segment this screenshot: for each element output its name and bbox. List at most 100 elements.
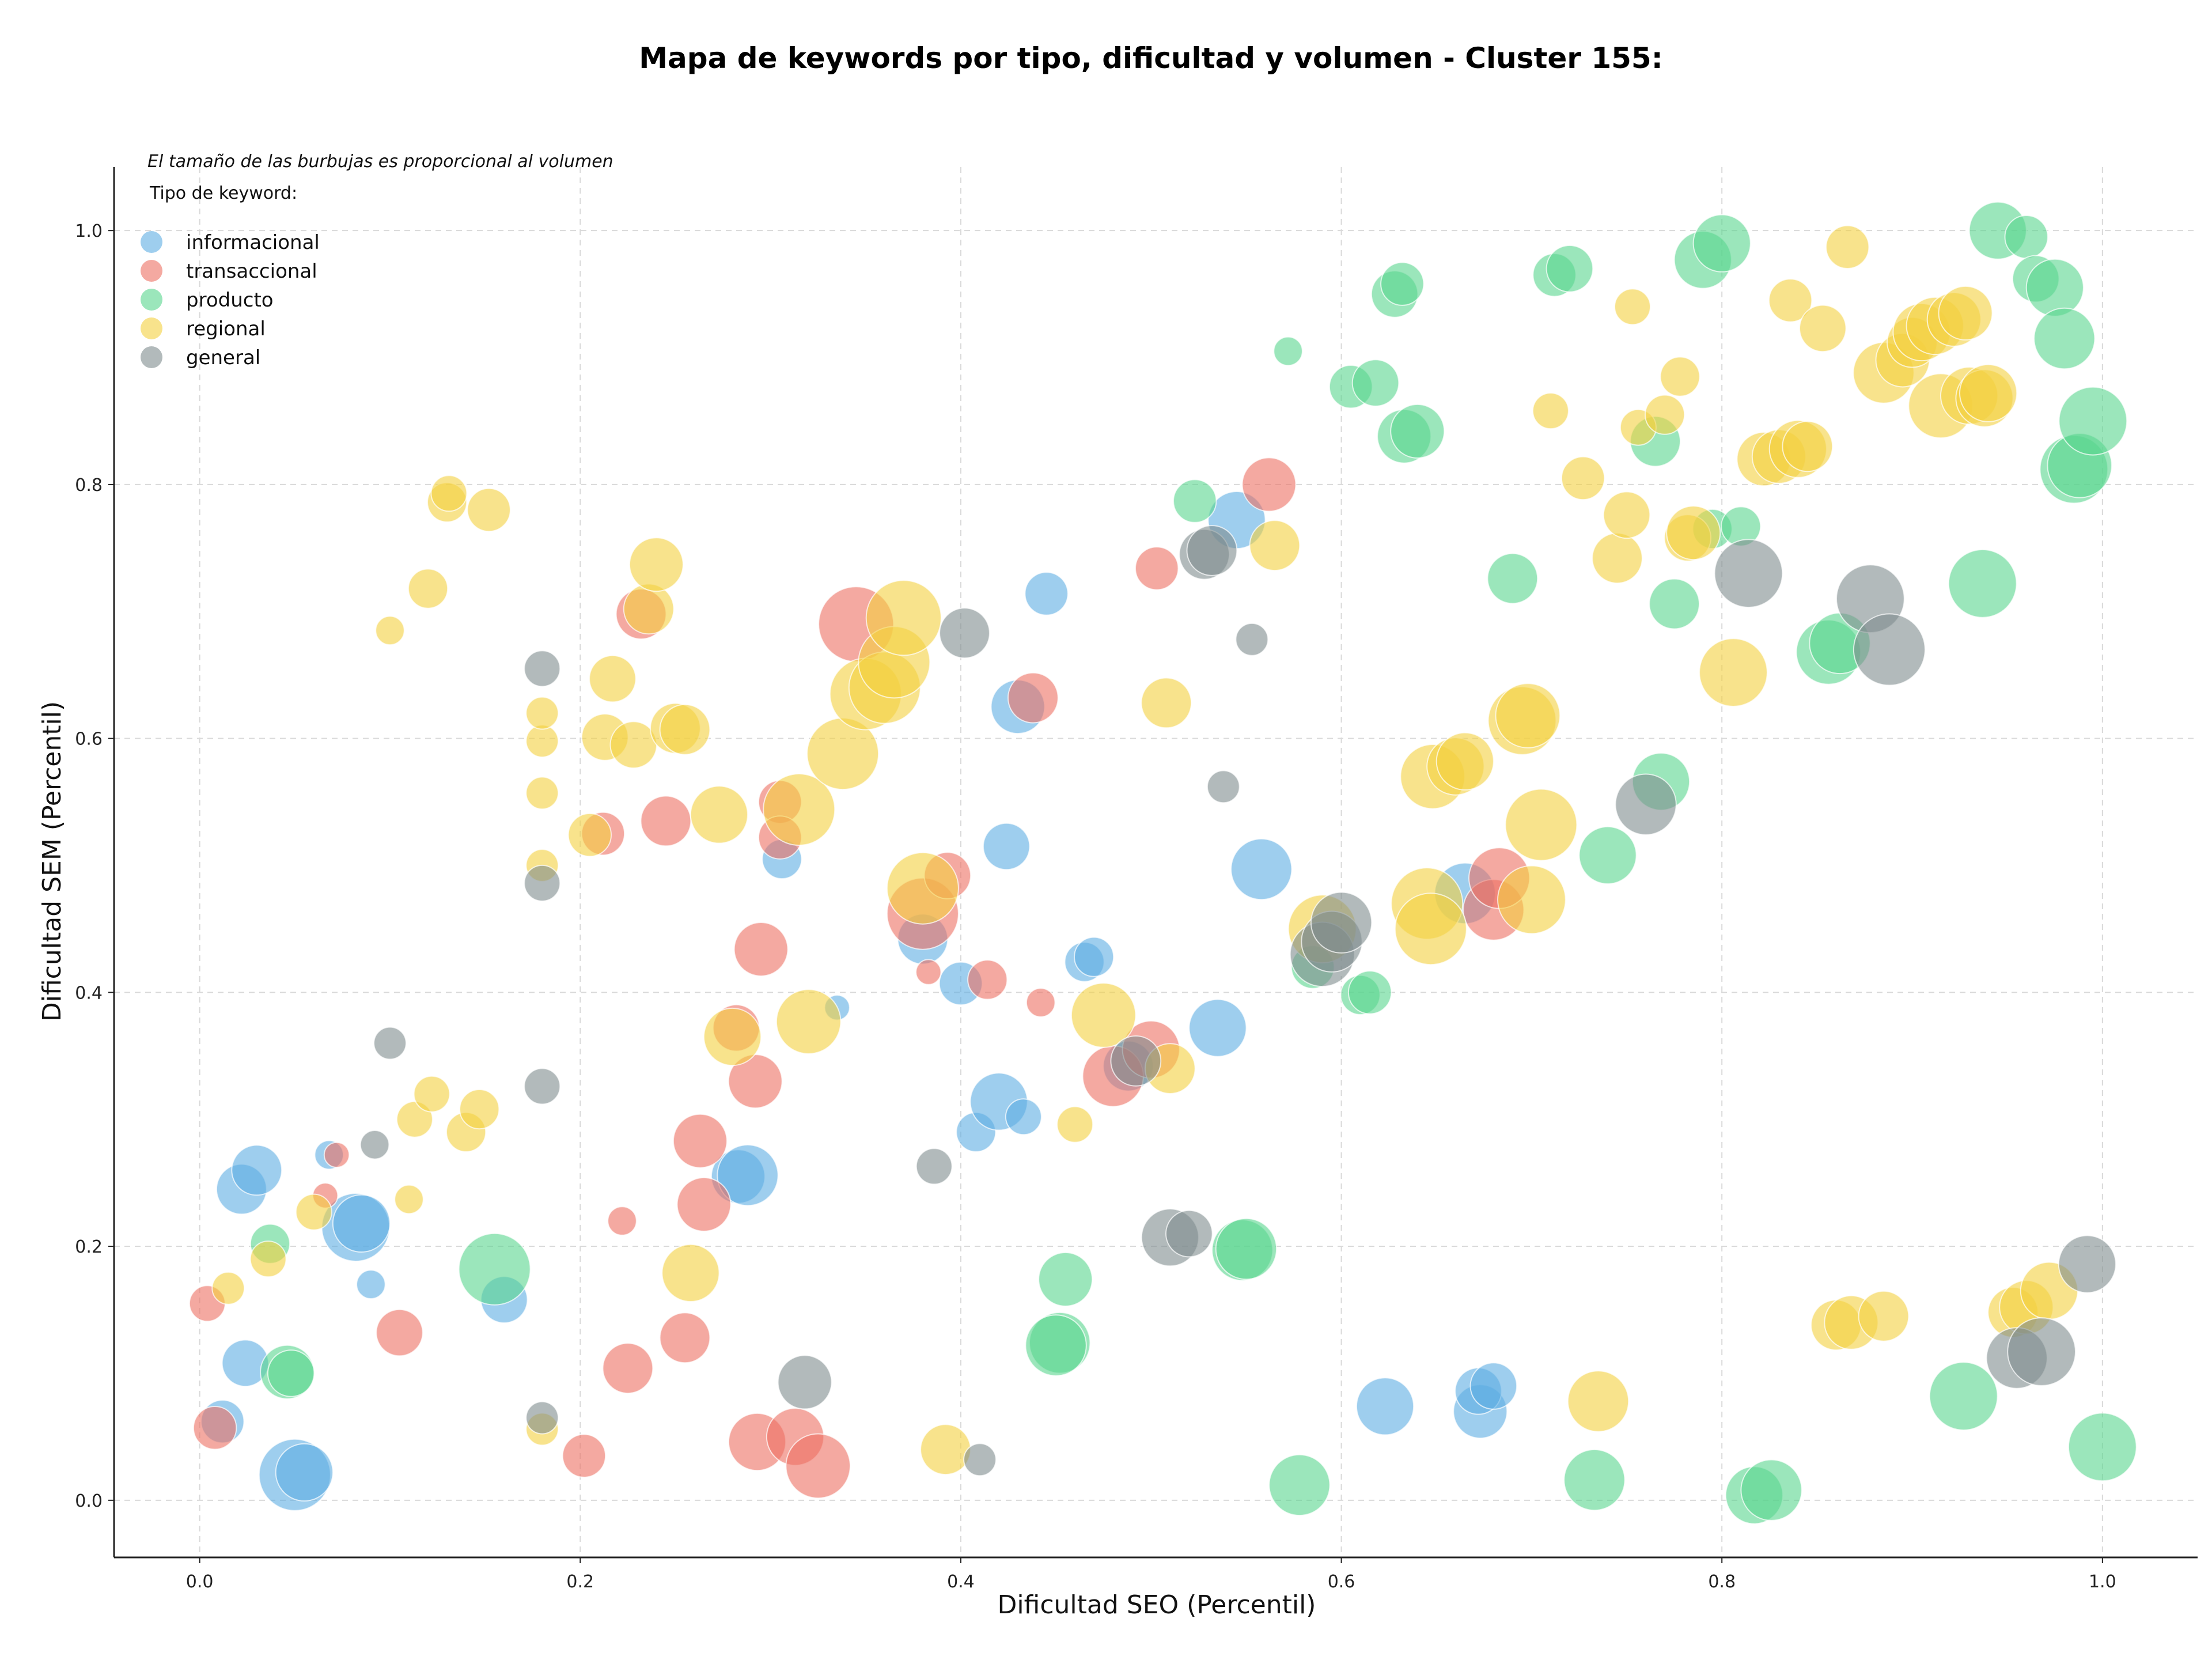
bubble-regional	[1532, 392, 1569, 430]
bubble-transaccional	[659, 1312, 711, 1364]
bubble-regional	[295, 1193, 332, 1231]
legend-title: Tipo de keyword:	[149, 183, 297, 203]
bubble-regional	[1858, 1290, 1910, 1342]
bubble-regional	[589, 655, 637, 703]
bubble-regional	[886, 852, 959, 925]
bubble-producto	[1268, 1454, 1331, 1516]
bubble-producto	[1380, 262, 1425, 306]
bubble-regional	[525, 776, 559, 810]
axes	[108, 167, 2198, 1563]
bubble-regional	[1666, 505, 1721, 561]
bubble-regional	[1938, 285, 1993, 341]
y-tick-label: 0.2	[75, 1237, 103, 1257]
bubble-general	[1165, 1209, 1213, 1258]
bubble-regional	[1799, 304, 1847, 353]
bubble-transaccional	[676, 1177, 732, 1232]
bubble-regional	[249, 1241, 287, 1278]
bubble-general	[524, 1068, 561, 1105]
x-tick-label: 0.6	[1328, 1572, 1355, 1592]
bubble-general	[915, 1148, 953, 1185]
bubble-informacional	[1469, 1362, 1518, 1410]
bubble-general	[1235, 622, 1269, 656]
y-axis-title: Dificultad SEM (Percentil)	[37, 701, 67, 1022]
bubble-general	[1714, 539, 1783, 608]
bubble-transaccional	[785, 1433, 851, 1499]
bubble-producto	[1347, 970, 1392, 1015]
bubble-regional	[1394, 892, 1467, 966]
bubble-general	[359, 1130, 390, 1160]
bubble-producto	[1215, 1217, 1278, 1280]
bubble-producto	[1578, 826, 1637, 885]
bubble-producto	[2004, 215, 2048, 259]
x-tick-label: 0.4	[947, 1572, 975, 1592]
bubble-regional	[1056, 1106, 1094, 1143]
bubble-producto	[1038, 1251, 1093, 1307]
bubble-producto	[1692, 214, 1751, 273]
bubble-general	[524, 864, 561, 902]
x-axis-title: Dificultad SEO (Percentil)	[998, 1590, 1316, 1620]
legend-marker-general	[141, 346, 162, 368]
bubble-regional	[1141, 677, 1192, 729]
bubble-producto	[1487, 553, 1539, 604]
bubble-informacional	[1005, 1098, 1042, 1136]
bubble-regional	[1768, 278, 1813, 323]
bubble-regional	[1497, 865, 1566, 935]
bubble-regional	[763, 773, 836, 846]
bubble-general	[1206, 770, 1240, 804]
bubble-producto	[2025, 258, 2084, 317]
bubble-regional	[407, 568, 449, 609]
bubble-regional	[525, 696, 559, 730]
bubble-regional	[775, 989, 842, 1054]
bubble-informacional	[356, 1269, 386, 1299]
bubble-transaccional	[602, 1342, 654, 1394]
bubble-transaccional	[915, 959, 942, 985]
bubble-informacional	[275, 1443, 334, 1502]
bubble-general	[1186, 525, 1238, 576]
bubble-general	[524, 650, 561, 687]
bubble-producto	[458, 1232, 531, 1306]
bubble-regional	[1959, 364, 2018, 422]
bubble-transaccional	[672, 1113, 728, 1168]
legend-marker-informacional	[141, 231, 162, 253]
bubble-general	[2058, 1235, 2116, 1294]
bubble-producto	[1390, 403, 1445, 459]
series-general	[359, 525, 2116, 1477]
bubble-regional	[1435, 732, 1494, 791]
bubble-transaccional	[192, 1406, 237, 1450]
bubble-informacional	[231, 1144, 283, 1196]
bubble-regional	[375, 615, 405, 646]
legend: Tipo de keyword: informacional transaccio…	[141, 183, 320, 369]
legend-marker-regional	[141, 317, 162, 339]
legend-label-regional: regional	[186, 317, 266, 341]
bubble-regional	[1645, 394, 1685, 435]
bubble-general	[939, 607, 990, 659]
series-regional	[211, 225, 2078, 1476]
y-tick-label: 0.8	[75, 475, 103, 496]
bubble-regional	[1825, 225, 1870, 269]
bubble-regional	[525, 724, 559, 758]
bubble-regional	[623, 583, 675, 635]
bubble-transaccional	[733, 922, 789, 977]
bubble-regional	[394, 1184, 424, 1215]
bubble-producto	[1025, 1314, 1087, 1376]
y-tick-label: 0.6	[75, 729, 103, 750]
bubble-producto	[2067, 1412, 2137, 1482]
bubble-general	[373, 1026, 407, 1060]
bubble-regional	[659, 704, 711, 755]
bubble-regional	[1505, 788, 1578, 861]
legend-label-general: general	[186, 346, 260, 369]
bubble-transaccional	[1025, 988, 1056, 1018]
bubble-informacional	[717, 1144, 779, 1207]
legend-label-transaccional: transaccional	[186, 260, 317, 283]
bubble-regional	[865, 580, 942, 656]
y-tick-label: 0.0	[75, 1491, 103, 1511]
bubble-regional	[1070, 982, 1137, 1048]
y-tick-label: 1.0	[75, 221, 103, 241]
bubble-regional	[1782, 421, 1834, 472]
bubble-informacional	[332, 1194, 391, 1253]
bubble-general	[1853, 613, 1926, 686]
bubble-layer	[188, 201, 2137, 1525]
